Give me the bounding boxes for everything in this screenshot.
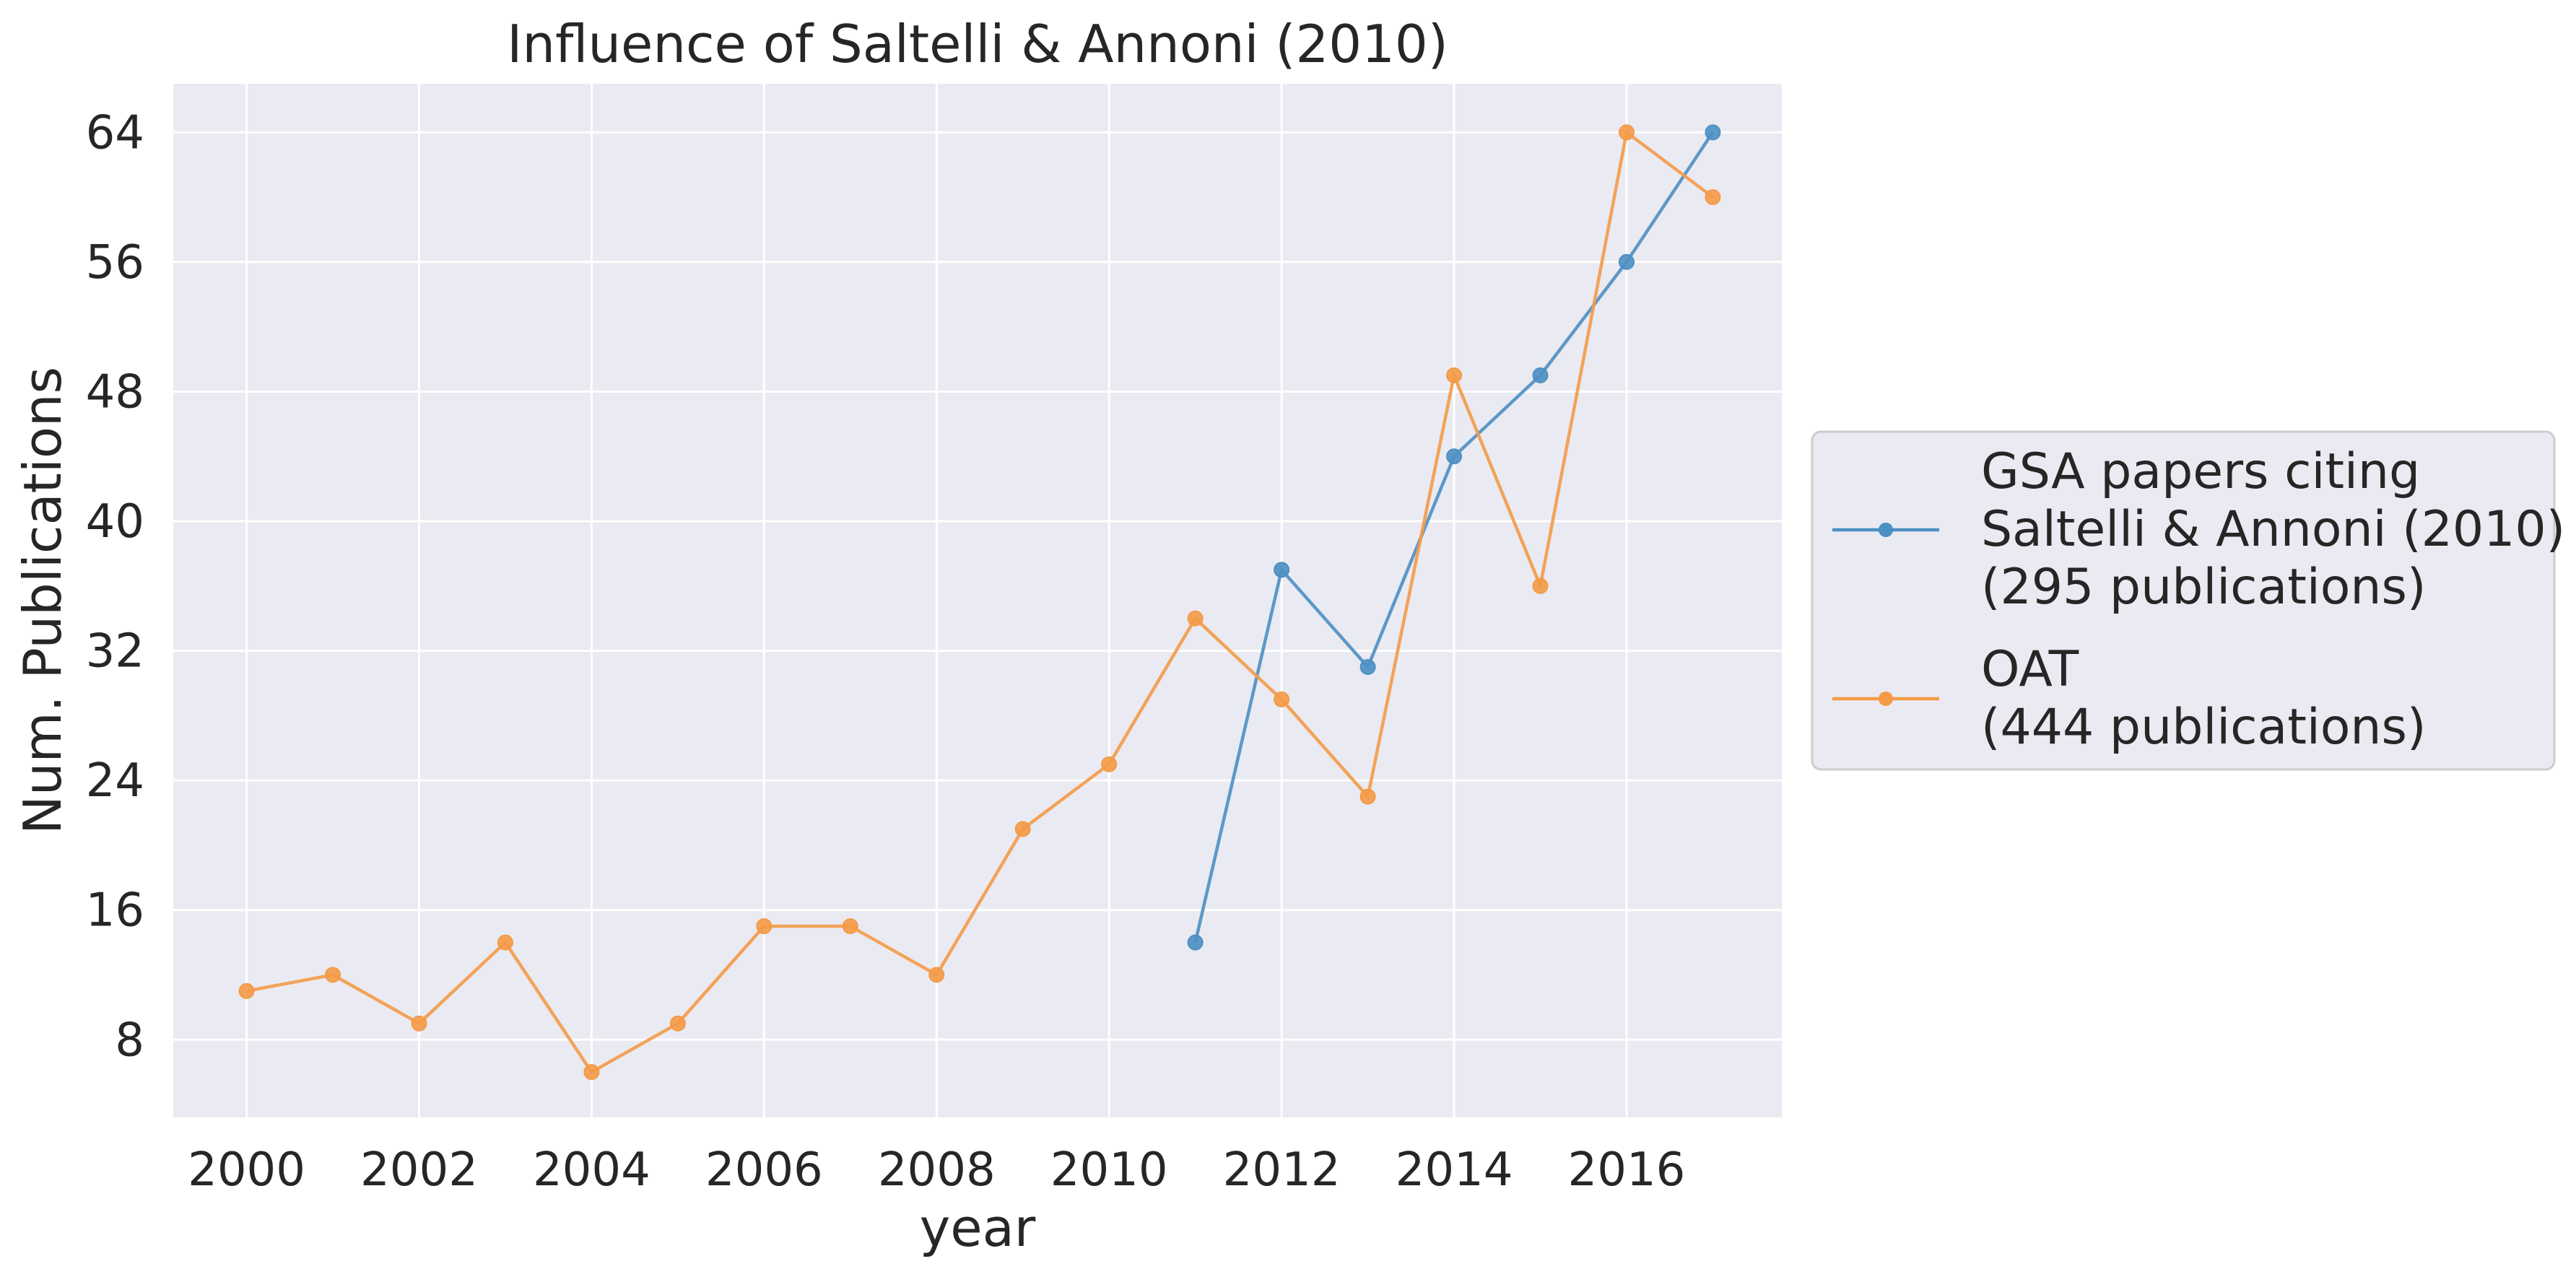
legend-box xyxy=(1811,430,2556,771)
series-line xyxy=(246,129,1714,1075)
y-tick-label: 8 xyxy=(115,1013,144,1067)
y-tick-label: 64 xyxy=(86,106,144,160)
y-tick-label: 32 xyxy=(86,625,144,679)
data-point xyxy=(411,1015,427,1032)
legend-item: GSA papers citing Saltelli & Annoni (2010… xyxy=(1832,443,2565,616)
y-axis-label: Num. Publications xyxy=(12,367,73,834)
x-tick-label: 2000 xyxy=(188,1143,305,1197)
legend-item: OAT (444 publications) xyxy=(1832,641,2426,756)
x-tick-label: 2014 xyxy=(1396,1143,1513,1197)
y-tick-label: 40 xyxy=(86,495,144,549)
x-tick-label: 2016 xyxy=(1568,1143,1686,1197)
y-tick-label: 56 xyxy=(86,236,144,289)
data-point xyxy=(1446,448,1463,465)
legend-label: OAT (444 publications) xyxy=(1981,641,2426,756)
legend-swatch-marker xyxy=(1879,692,1893,706)
legend: GSA papers citing Saltelli & Annoni (2010… xyxy=(1811,430,2565,771)
data-point xyxy=(1618,124,1635,141)
data-point xyxy=(1274,562,1290,578)
y-tick-label: 24 xyxy=(86,754,144,808)
data-point xyxy=(1359,659,1376,676)
data-point xyxy=(1014,821,1031,837)
data-point xyxy=(1274,691,1290,707)
data-point xyxy=(1187,610,1204,627)
x-tick-label: 2008 xyxy=(878,1143,996,1197)
series-1 xyxy=(1187,124,1721,951)
data-point xyxy=(1359,788,1376,805)
legend-swatch-marker xyxy=(1879,523,1893,537)
data-point xyxy=(1532,367,1549,384)
data-point xyxy=(325,967,341,983)
plot-area xyxy=(173,84,1782,1117)
data-point xyxy=(1187,934,1204,951)
x-tick-label: 2012 xyxy=(1223,1143,1341,1197)
x-tick-label: 2004 xyxy=(533,1143,650,1197)
series-2 xyxy=(238,124,1721,1081)
series-layer xyxy=(238,124,1721,1081)
data-point xyxy=(842,918,858,935)
data-point xyxy=(1705,124,1721,141)
y-tick-label: 16 xyxy=(86,884,144,938)
legend-label: GSA papers citing Saltelli & Annoni (2010… xyxy=(1981,443,2565,616)
x-tick-label: 2006 xyxy=(705,1143,823,1197)
chart-title: Influence of Saltelli & Annoni (2010) xyxy=(507,14,1448,74)
data-point xyxy=(1705,189,1721,206)
x-tick-label: 2002 xyxy=(360,1143,478,1197)
data-point xyxy=(669,1015,686,1032)
data-point xyxy=(497,934,513,951)
data-point xyxy=(928,967,945,983)
y-tick-labels: 8 16 24 32 40 48 56 64 xyxy=(86,106,144,1067)
data-point xyxy=(756,918,773,935)
data-point xyxy=(238,982,255,999)
data-point xyxy=(583,1064,600,1081)
x-axis-label: year xyxy=(920,1198,1036,1258)
y-tick-label: 48 xyxy=(86,365,144,419)
data-point xyxy=(1446,367,1463,384)
x-tick-label: 2010 xyxy=(1050,1143,1168,1197)
data-point xyxy=(1532,577,1549,594)
data-point xyxy=(1101,756,1118,772)
x-tick-labels: 2000 2002 2004 2006 2008 2010 2012 2014 2016 xyxy=(188,1143,1685,1197)
data-point xyxy=(1618,253,1635,270)
